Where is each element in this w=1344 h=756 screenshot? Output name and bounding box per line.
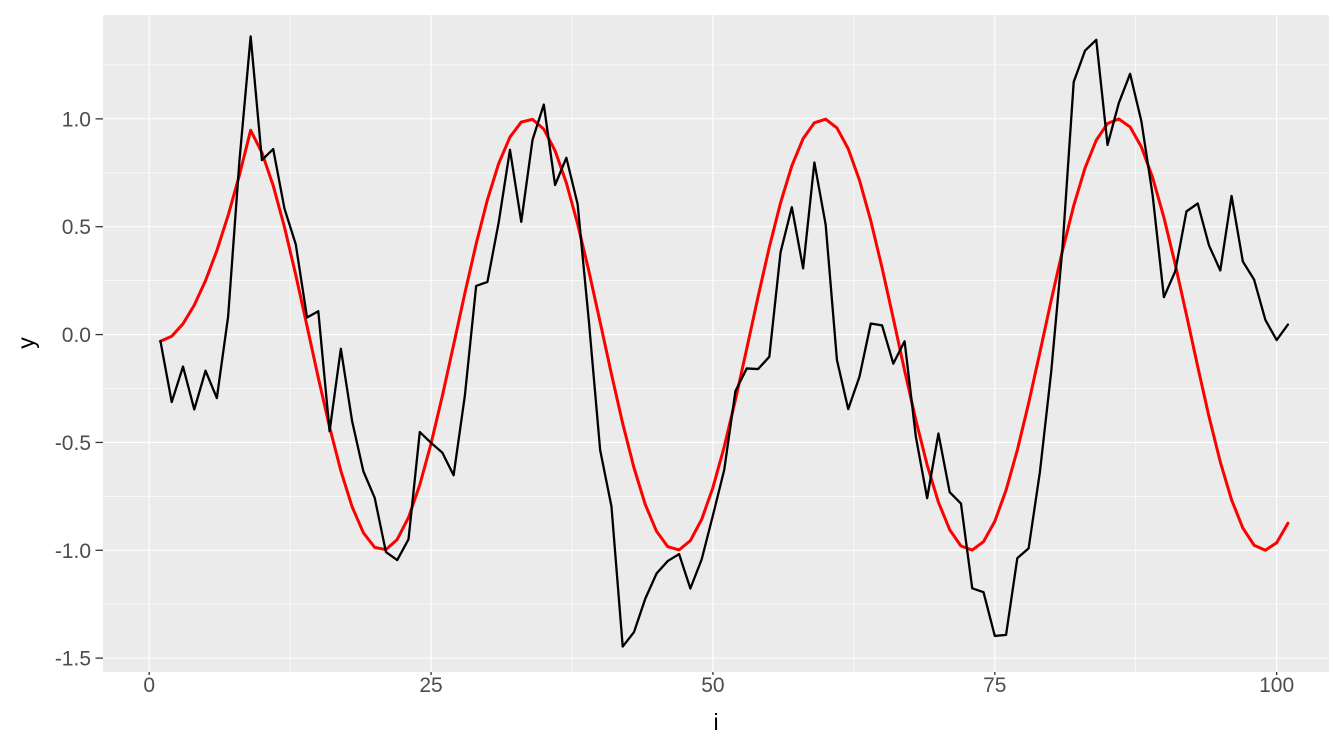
svg-text:-1.0: -1.0 (55, 540, 91, 563)
svg-text:0.5: 0.5 (62, 216, 91, 239)
svg-text:75: 75 (983, 674, 1006, 697)
svg-text:0: 0 (143, 674, 155, 697)
svg-text:-0.5: -0.5 (55, 432, 91, 455)
svg-text:1.0: 1.0 (62, 108, 91, 131)
svg-text:100: 100 (1259, 674, 1294, 697)
svg-text:50: 50 (701, 674, 724, 697)
svg-text:25: 25 (419, 674, 442, 697)
svg-text:y: y (13, 337, 39, 349)
svg-text:i: i (713, 709, 718, 735)
svg-text:-1.5: -1.5 (55, 648, 91, 671)
svg-text:0.0: 0.0 (62, 324, 91, 347)
